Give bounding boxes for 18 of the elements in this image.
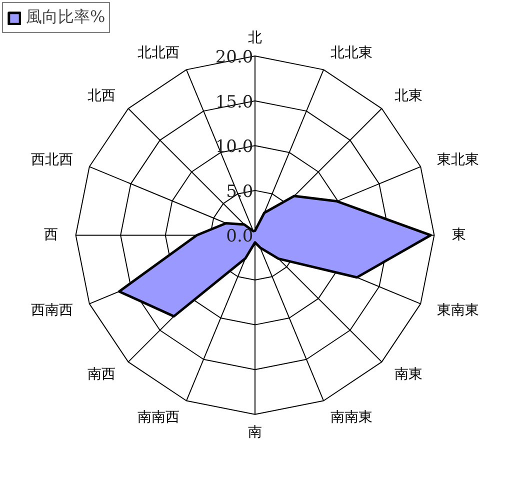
spoke-label: 西北西 — [30, 152, 73, 168]
spoke-label: 南西 — [88, 366, 116, 383]
spoke-label: 西 — [44, 227, 58, 244]
spoke-label: 北東 — [394, 88, 422, 104]
spoke-label: 南東 — [394, 366, 422, 383]
spoke-label: 北北東 — [330, 45, 372, 62]
spoke-label: 北 — [248, 30, 262, 46]
spoke-label: 東 — [452, 227, 466, 244]
y-tick-label: 0.0 — [226, 226, 254, 247]
spoke-label: 南 — [248, 424, 262, 440]
spoke-label: 西南西 — [30, 302, 73, 319]
spoke-label: 北西 — [88, 88, 116, 104]
spoke-label: 東南東 — [437, 302, 480, 319]
spoke-label: 南南東 — [330, 409, 372, 426]
spoke-label: 南南西 — [138, 409, 180, 426]
legend-label: 風向比率% — [26, 7, 106, 28]
spoke-label: 北北西 — [138, 45, 180, 62]
spoke-label: 東北東 — [437, 152, 480, 168]
